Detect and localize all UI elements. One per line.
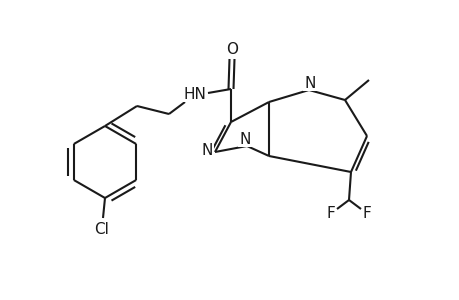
Text: N: N [239,131,250,146]
Text: N: N [201,142,212,158]
Text: N: N [304,76,315,91]
Text: Cl: Cl [95,221,109,236]
Text: F: F [326,206,335,220]
Text: O: O [225,41,237,56]
Text: HN: HN [183,86,206,101]
Text: F: F [362,206,370,220]
